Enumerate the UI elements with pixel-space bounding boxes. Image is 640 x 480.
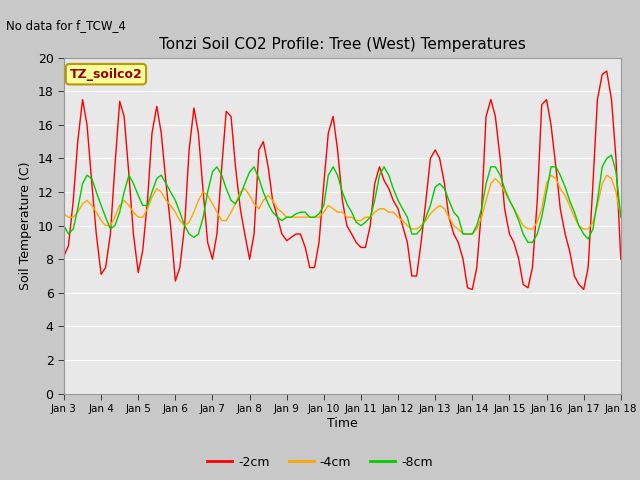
-4cm xyxy=(617,214,625,220)
-8cm xyxy=(608,152,616,158)
-8cm xyxy=(60,223,68,228)
-8cm xyxy=(584,236,592,242)
-8cm xyxy=(408,231,415,237)
Y-axis label: Soil Temperature (C): Soil Temperature (C) xyxy=(19,161,32,290)
-8cm xyxy=(296,209,304,215)
-2cm xyxy=(296,231,304,237)
-4cm xyxy=(589,219,596,225)
-4cm xyxy=(436,203,444,208)
Line: -8cm: -8cm xyxy=(64,155,621,242)
Title: Tonzi Soil CO2 Profile: Tree (West) Temperatures: Tonzi Soil CO2 Profile: Tree (West) Temp… xyxy=(159,37,526,52)
Line: -4cm: -4cm xyxy=(64,175,621,234)
-4cm xyxy=(547,172,555,178)
-4cm xyxy=(460,231,467,237)
-8cm xyxy=(524,240,532,245)
-2cm xyxy=(468,287,476,292)
-8cm xyxy=(436,181,444,187)
Text: No data for f_TCW_4: No data for f_TCW_4 xyxy=(6,19,126,32)
-2cm xyxy=(408,273,415,279)
-4cm xyxy=(60,211,68,217)
-8cm xyxy=(617,214,625,220)
-4cm xyxy=(190,209,198,215)
Legend: -2cm, -4cm, -8cm: -2cm, -4cm, -8cm xyxy=(202,451,438,474)
-2cm xyxy=(584,265,592,271)
-4cm xyxy=(116,203,124,208)
-2cm xyxy=(116,98,124,104)
-4cm xyxy=(408,226,415,232)
Line: -2cm: -2cm xyxy=(64,71,621,289)
-2cm xyxy=(617,256,625,262)
X-axis label: Time: Time xyxy=(327,417,358,430)
-2cm xyxy=(603,68,611,74)
-4cm xyxy=(296,214,304,220)
-8cm xyxy=(116,209,124,215)
-2cm xyxy=(190,105,198,111)
-8cm xyxy=(190,235,198,240)
Text: TZ_soilco2: TZ_soilco2 xyxy=(70,68,142,81)
-2cm xyxy=(60,253,68,259)
-2cm xyxy=(436,156,444,161)
